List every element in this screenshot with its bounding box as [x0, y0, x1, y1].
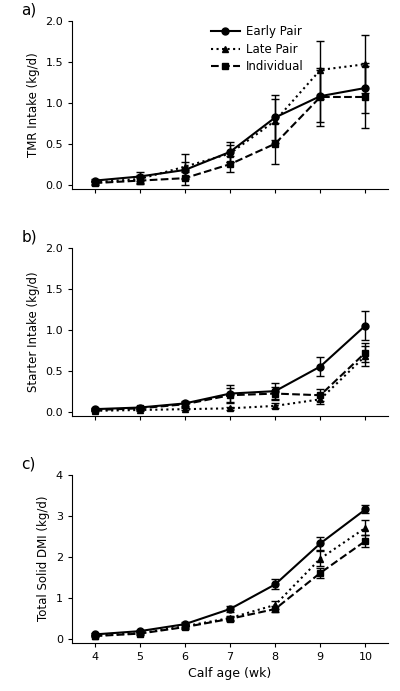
Y-axis label: Starter Intake (kg/d): Starter Intake (kg/d) [27, 272, 40, 392]
Legend: Early Pair, Late Pair, Individual: Early Pair, Late Pair, Individual [211, 25, 304, 73]
Text: a): a) [22, 2, 37, 17]
Y-axis label: Total Solid DMI (kg/d): Total Solid DMI (kg/d) [37, 496, 50, 621]
Y-axis label: TMR Intake (kg/d): TMR Intake (kg/d) [27, 53, 40, 157]
Text: b): b) [22, 229, 37, 245]
X-axis label: Calf age (wk): Calf age (wk) [188, 668, 272, 680]
Text: c): c) [22, 456, 36, 471]
